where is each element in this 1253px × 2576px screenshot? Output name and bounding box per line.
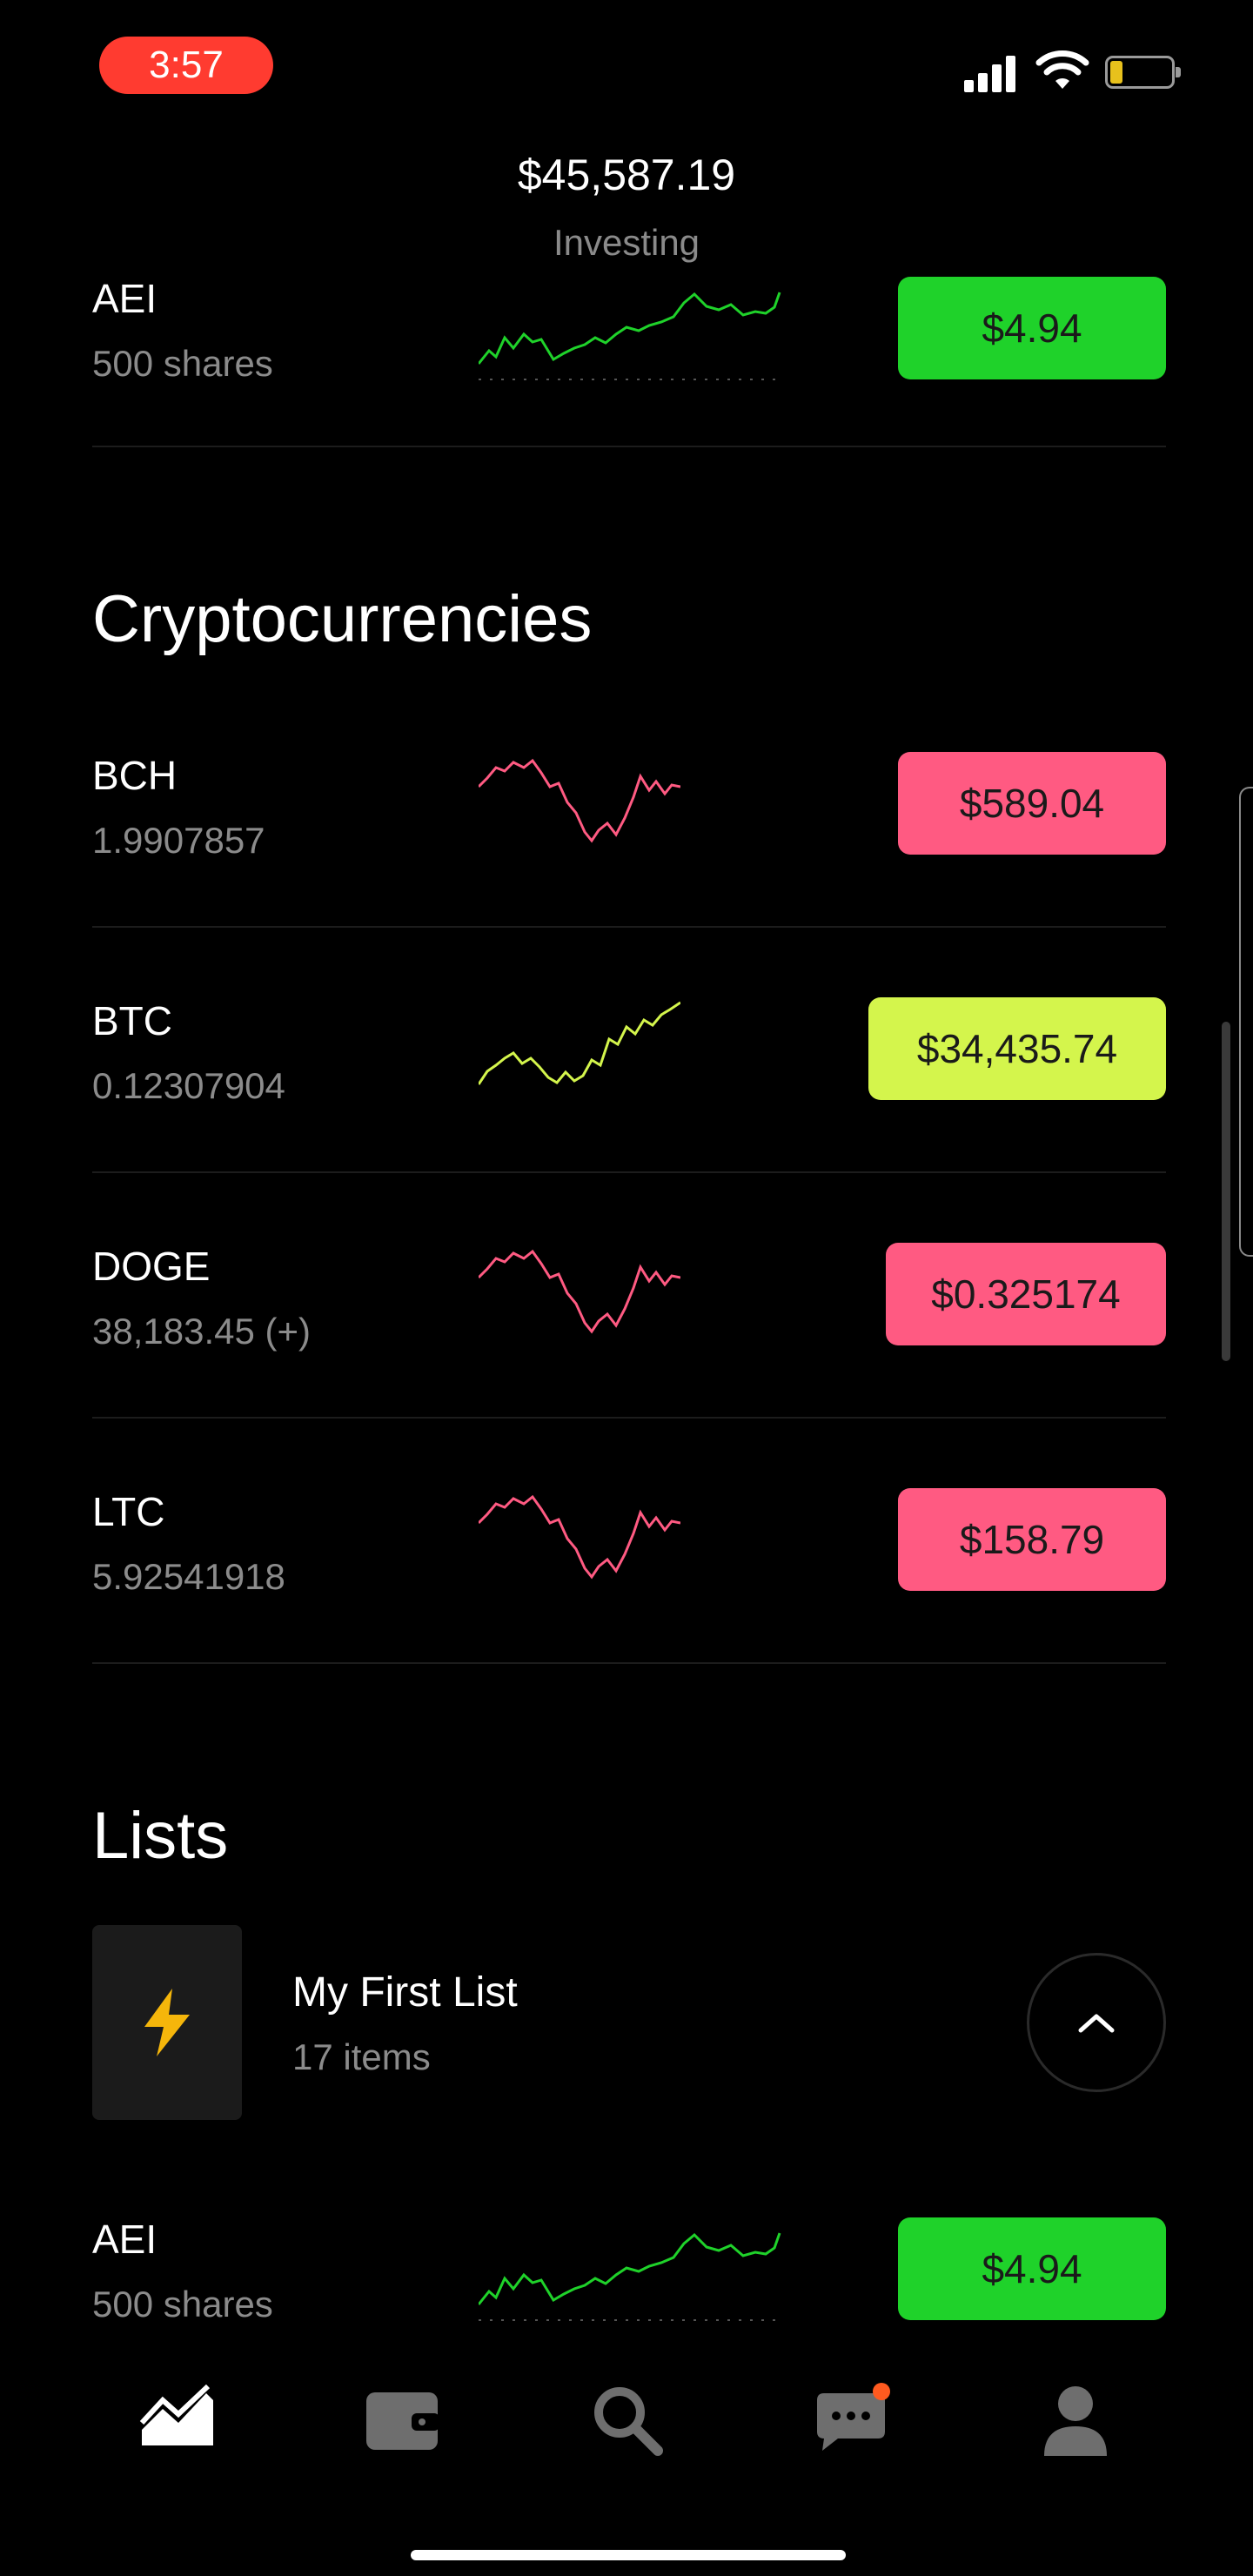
list-item-count: 17 items — [292, 2036, 431, 2077]
signal-icon — [964, 54, 1020, 92]
crypto-row-doge[interactable]: DOGE 38,183.45 (+) $0.325174 — [92, 1229, 1166, 1476]
sparkline-chart — [479, 1001, 680, 1085]
crypto-price-button[interactable]: $589.04 — [898, 752, 1166, 855]
list-row-aei[interactable]: AEI 500 shares $4.94 — [92, 2202, 1166, 2332]
sparkline-chart — [479, 1249, 680, 1334]
chevron-up-icon — [1078, 2014, 1115, 2033]
stock-price-button[interactable]: $4.94 — [898, 277, 1166, 379]
crypto-symbol: BTC — [92, 998, 172, 1043]
list-name[interactable]: My First List — [292, 1969, 518, 2016]
divider — [92, 446, 1166, 447]
crypto-price-button[interactable]: $34,435.74 — [868, 997, 1166, 1100]
crypto-quantity: 0.12307904 — [92, 1065, 285, 1106]
divider — [92, 1417, 1166, 1419]
list-card-icon[interactable] — [92, 1925, 242, 2120]
stock-symbol: AEI — [92, 276, 157, 321]
stock-price-button[interactable]: $4.94 — [898, 2217, 1166, 2320]
tab-messages[interactable] — [807, 2376, 895, 2463]
portfolio-label: Investing — [553, 222, 700, 263]
chart-icon — [139, 2385, 213, 2445]
notification-badge — [873, 2383, 890, 2400]
crypto-price-button[interactable]: $158.79 — [898, 1488, 1166, 1591]
status-time: 3:57 — [99, 37, 273, 94]
stock-shares: 500 shares — [92, 343, 273, 384]
crypto-symbol: LTC — [92, 1489, 165, 1534]
sparkline-chart — [479, 758, 680, 843]
stock-symbol: AEI — [92, 2217, 157, 2262]
wallet-icon — [366, 2392, 439, 2450]
status-bar: 3:57 — [0, 0, 1253, 131]
crypto-price-button[interactable]: $0.325174 — [886, 1243, 1166, 1345]
search-icon — [594, 2387, 663, 2456]
divider — [92, 926, 1166, 928]
crypto-quantity: 38,183.45 (+) — [92, 1311, 312, 1352]
side-panel-handle[interactable] — [1239, 787, 1253, 1257]
crypto-quantity: 1.9907857 — [92, 820, 265, 861]
crypto-quantity: 5.92541918 — [92, 1556, 285, 1597]
home-indicator — [411, 2550, 846, 2560]
crypto-symbol: BCH — [92, 753, 178, 798]
scrollbar-thumb[interactable] — [1222, 1022, 1230, 1361]
divider — [92, 1171, 1166, 1173]
collapse-list-button[interactable] — [1027, 1953, 1166, 2092]
stock-shares: 500 shares — [92, 2284, 273, 2324]
crypto-row-bch[interactable]: BCH 1.9907857 $589.04 — [92, 738, 1166, 985]
profile-icon — [1044, 2386, 1107, 2456]
tab-profile[interactable] — [1032, 2376, 1119, 2463]
sparkline-chart — [479, 292, 781, 380]
tab-investing[interactable] — [134, 2376, 221, 2463]
wifi-icon — [1035, 50, 1089, 89]
crypto-section-title: Cryptocurrencies — [92, 582, 593, 656]
crypto-row-ltc[interactable]: LTC 5.92541918 $158.79 — [92, 1474, 1166, 1721]
lightning-icon — [144, 1989, 190, 2056]
sparkline-chart — [479, 1494, 680, 1580]
bottom-tab-bar — [0, 2341, 1253, 2506]
tab-search[interactable] — [583, 2376, 670, 2463]
crypto-symbol: DOGE — [92, 1244, 211, 1289]
sparkline-chart — [479, 2232, 781, 2321]
lists-section-title: Lists — [92, 1799, 229, 1873]
tab-wallet[interactable] — [358, 2376, 446, 2463]
portfolio-value: $45,587.19 — [517, 151, 736, 199]
messages-icon — [817, 2383, 890, 2451]
stock-row-aei[interactable]: AEI 500 shares $4.94 — [92, 261, 1166, 508]
battery-icon — [1105, 56, 1181, 89]
divider — [92, 1662, 1166, 1664]
crypto-row-btc[interactable]: BTC 0.12307904 $34,435.74 — [92, 983, 1166, 1231]
